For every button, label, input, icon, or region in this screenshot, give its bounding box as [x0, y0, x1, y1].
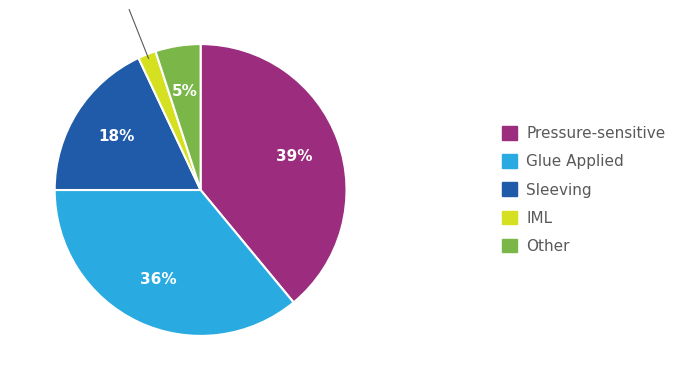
Wedge shape	[54, 58, 201, 190]
Legend: Pressure-sensitive, Glue Applied, Sleeving, IML, Other: Pressure-sensitive, Glue Applied, Sleevi…	[502, 127, 666, 253]
Text: 39%: 39%	[275, 149, 312, 164]
Wedge shape	[54, 190, 294, 336]
Text: 18%: 18%	[99, 129, 135, 144]
Wedge shape	[201, 44, 347, 302]
Wedge shape	[156, 44, 201, 190]
Wedge shape	[139, 51, 201, 190]
Text: 5%: 5%	[172, 84, 198, 100]
Text: 36%: 36%	[140, 272, 177, 287]
